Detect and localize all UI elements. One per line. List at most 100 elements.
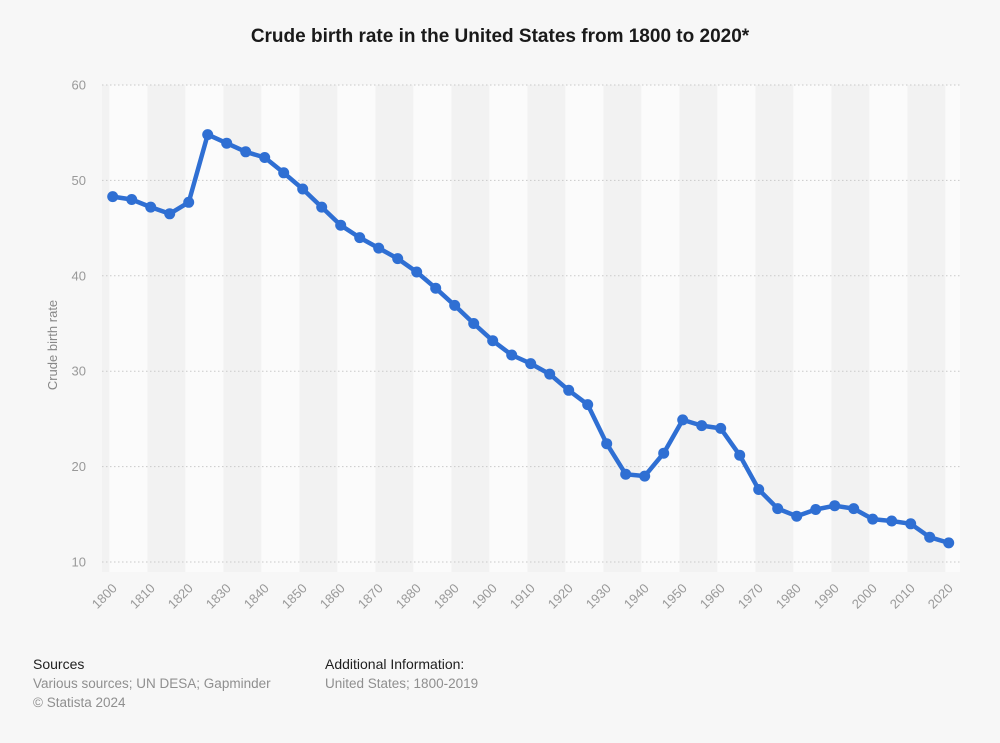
x-tick-label: 1910 [507, 581, 538, 612]
decade-stripe [641, 85, 680, 572]
x-tick-label: 1850 [279, 581, 310, 612]
x-tick-label: 2000 [849, 581, 880, 612]
data-point-1970[interactable] [753, 484, 765, 495]
data-point-1870[interactable] [373, 242, 385, 254]
data-point-1905[interactable] [506, 349, 518, 361]
x-tick-label: 1880 [393, 581, 424, 612]
data-point-1890[interactable] [449, 299, 461, 311]
data-point-1835[interactable] [240, 146, 252, 158]
additional-info-label: Additional Information: [325, 656, 465, 672]
copyright-text: © Statista 2024 [33, 695, 126, 710]
sources-label: Sources [33, 656, 85, 672]
x-tick-label: 1840 [241, 581, 272, 612]
data-point-1965[interactable] [734, 449, 746, 461]
data-point-1885[interactable] [430, 282, 442, 294]
data-point-1980[interactable] [791, 510, 803, 522]
data-point-1855[interactable] [316, 201, 328, 213]
data-point-1925[interactable] [582, 399, 594, 411]
x-tick-label: 1920 [545, 581, 576, 612]
decade-stripe [831, 85, 870, 572]
data-point-2010[interactable] [905, 518, 917, 530]
chart-title: Crude birth rate in the United States fr… [250, 26, 750, 47]
data-point-1865[interactable] [354, 232, 366, 244]
decade-stripe [337, 85, 376, 572]
data-point-1945[interactable] [658, 447, 670, 459]
x-tick-label: 1830 [203, 581, 234, 612]
y-tick-label: 20 [72, 459, 86, 474]
data-point-1880[interactable] [411, 266, 423, 278]
decade-stripe [527, 85, 566, 572]
data-point-1935[interactable] [620, 468, 632, 480]
decade-stripe [679, 85, 718, 572]
data-point-1920[interactable] [563, 384, 575, 396]
decade-stripe [869, 85, 908, 572]
data-point-2020[interactable] [943, 537, 955, 549]
data-point-1975[interactable] [772, 503, 784, 515]
y-tick-label: 60 [72, 78, 86, 93]
y-tick-label: 50 [72, 173, 86, 188]
data-point-1800[interactable] [107, 191, 119, 203]
sources-text: Various sources; UN DESA; Gapminder [33, 676, 271, 691]
x-tick-label: 1900 [469, 581, 500, 612]
x-tick-label: 1930 [583, 581, 614, 612]
decade-stripe [223, 85, 262, 572]
data-point-1860[interactable] [335, 219, 347, 231]
data-point-1930[interactable] [601, 438, 613, 450]
x-tick-label: 2010 [887, 581, 918, 612]
x-tick-label: 1860 [317, 581, 348, 612]
y-axis-title: Crude birth rate [45, 300, 60, 390]
x-tick-label: 1870 [355, 581, 386, 612]
decade-stripe [413, 85, 452, 572]
data-point-1840[interactable] [259, 152, 271, 163]
data-point-1940[interactable] [639, 470, 651, 482]
decade-stripe [451, 85, 490, 572]
data-point-1805[interactable] [126, 194, 138, 205]
data-point-1950[interactable] [677, 414, 689, 426]
decade-stripe [717, 85, 756, 572]
line-chart: 10 20 30 40 50 60 1800 1810 1820 1830 1840 1850 1860… [45, 78, 960, 612]
x-tick-label: 1810 [127, 581, 158, 612]
data-point-1895[interactable] [468, 318, 480, 329]
data-point-1955[interactable] [696, 420, 708, 432]
data-point-2000[interactable] [867, 513, 879, 525]
data-point-1810[interactable] [145, 201, 157, 213]
data-point-1830[interactable] [221, 137, 233, 149]
decade-stripe [299, 85, 338, 572]
decade-stripe [565, 85, 604, 572]
data-point-1990[interactable] [829, 500, 841, 512]
y-tick-label: 10 [72, 555, 86, 570]
data-point-2005[interactable] [886, 515, 898, 527]
data-point-1915[interactable] [544, 368, 556, 380]
data-point-1845[interactable] [278, 167, 290, 179]
decade-stripe [147, 85, 186, 572]
data-point-2015[interactable] [924, 531, 936, 543]
x-tick-label: 1890 [431, 581, 462, 612]
data-point-1900[interactable] [487, 335, 499, 347]
x-tick-label: 1960 [697, 581, 728, 612]
y-tick-label: 40 [72, 268, 86, 283]
decade-stripe [261, 85, 300, 572]
x-tick-label: 2020 [925, 581, 956, 612]
additional-info-text: United States; 1800-2019 [325, 676, 479, 691]
data-point-1985[interactable] [810, 504, 822, 515]
decade-stripe [793, 85, 832, 572]
x-tick-label: 1820 [165, 581, 196, 612]
decade-stripe [755, 85, 794, 572]
x-tick-label: 1970 [735, 581, 766, 612]
data-point-1820[interactable] [183, 196, 195, 208]
data-point-1960[interactable] [715, 422, 727, 434]
data-point-1825[interactable] [202, 129, 214, 141]
x-tick-label: 1950 [659, 581, 690, 612]
decade-stripe [489, 85, 528, 572]
data-point-1850[interactable] [297, 183, 309, 195]
data-point-1875[interactable] [392, 253, 404, 265]
data-point-1815[interactable] [164, 208, 176, 220]
decade-stripe [907, 85, 946, 572]
x-tick-label: 1990 [811, 581, 842, 612]
decade-stripe [603, 85, 642, 572]
data-point-1910[interactable] [525, 358, 537, 370]
decade-stripe [102, 85, 110, 572]
x-tick-label: 1940 [621, 581, 652, 612]
data-point-1995[interactable] [848, 503, 860, 515]
